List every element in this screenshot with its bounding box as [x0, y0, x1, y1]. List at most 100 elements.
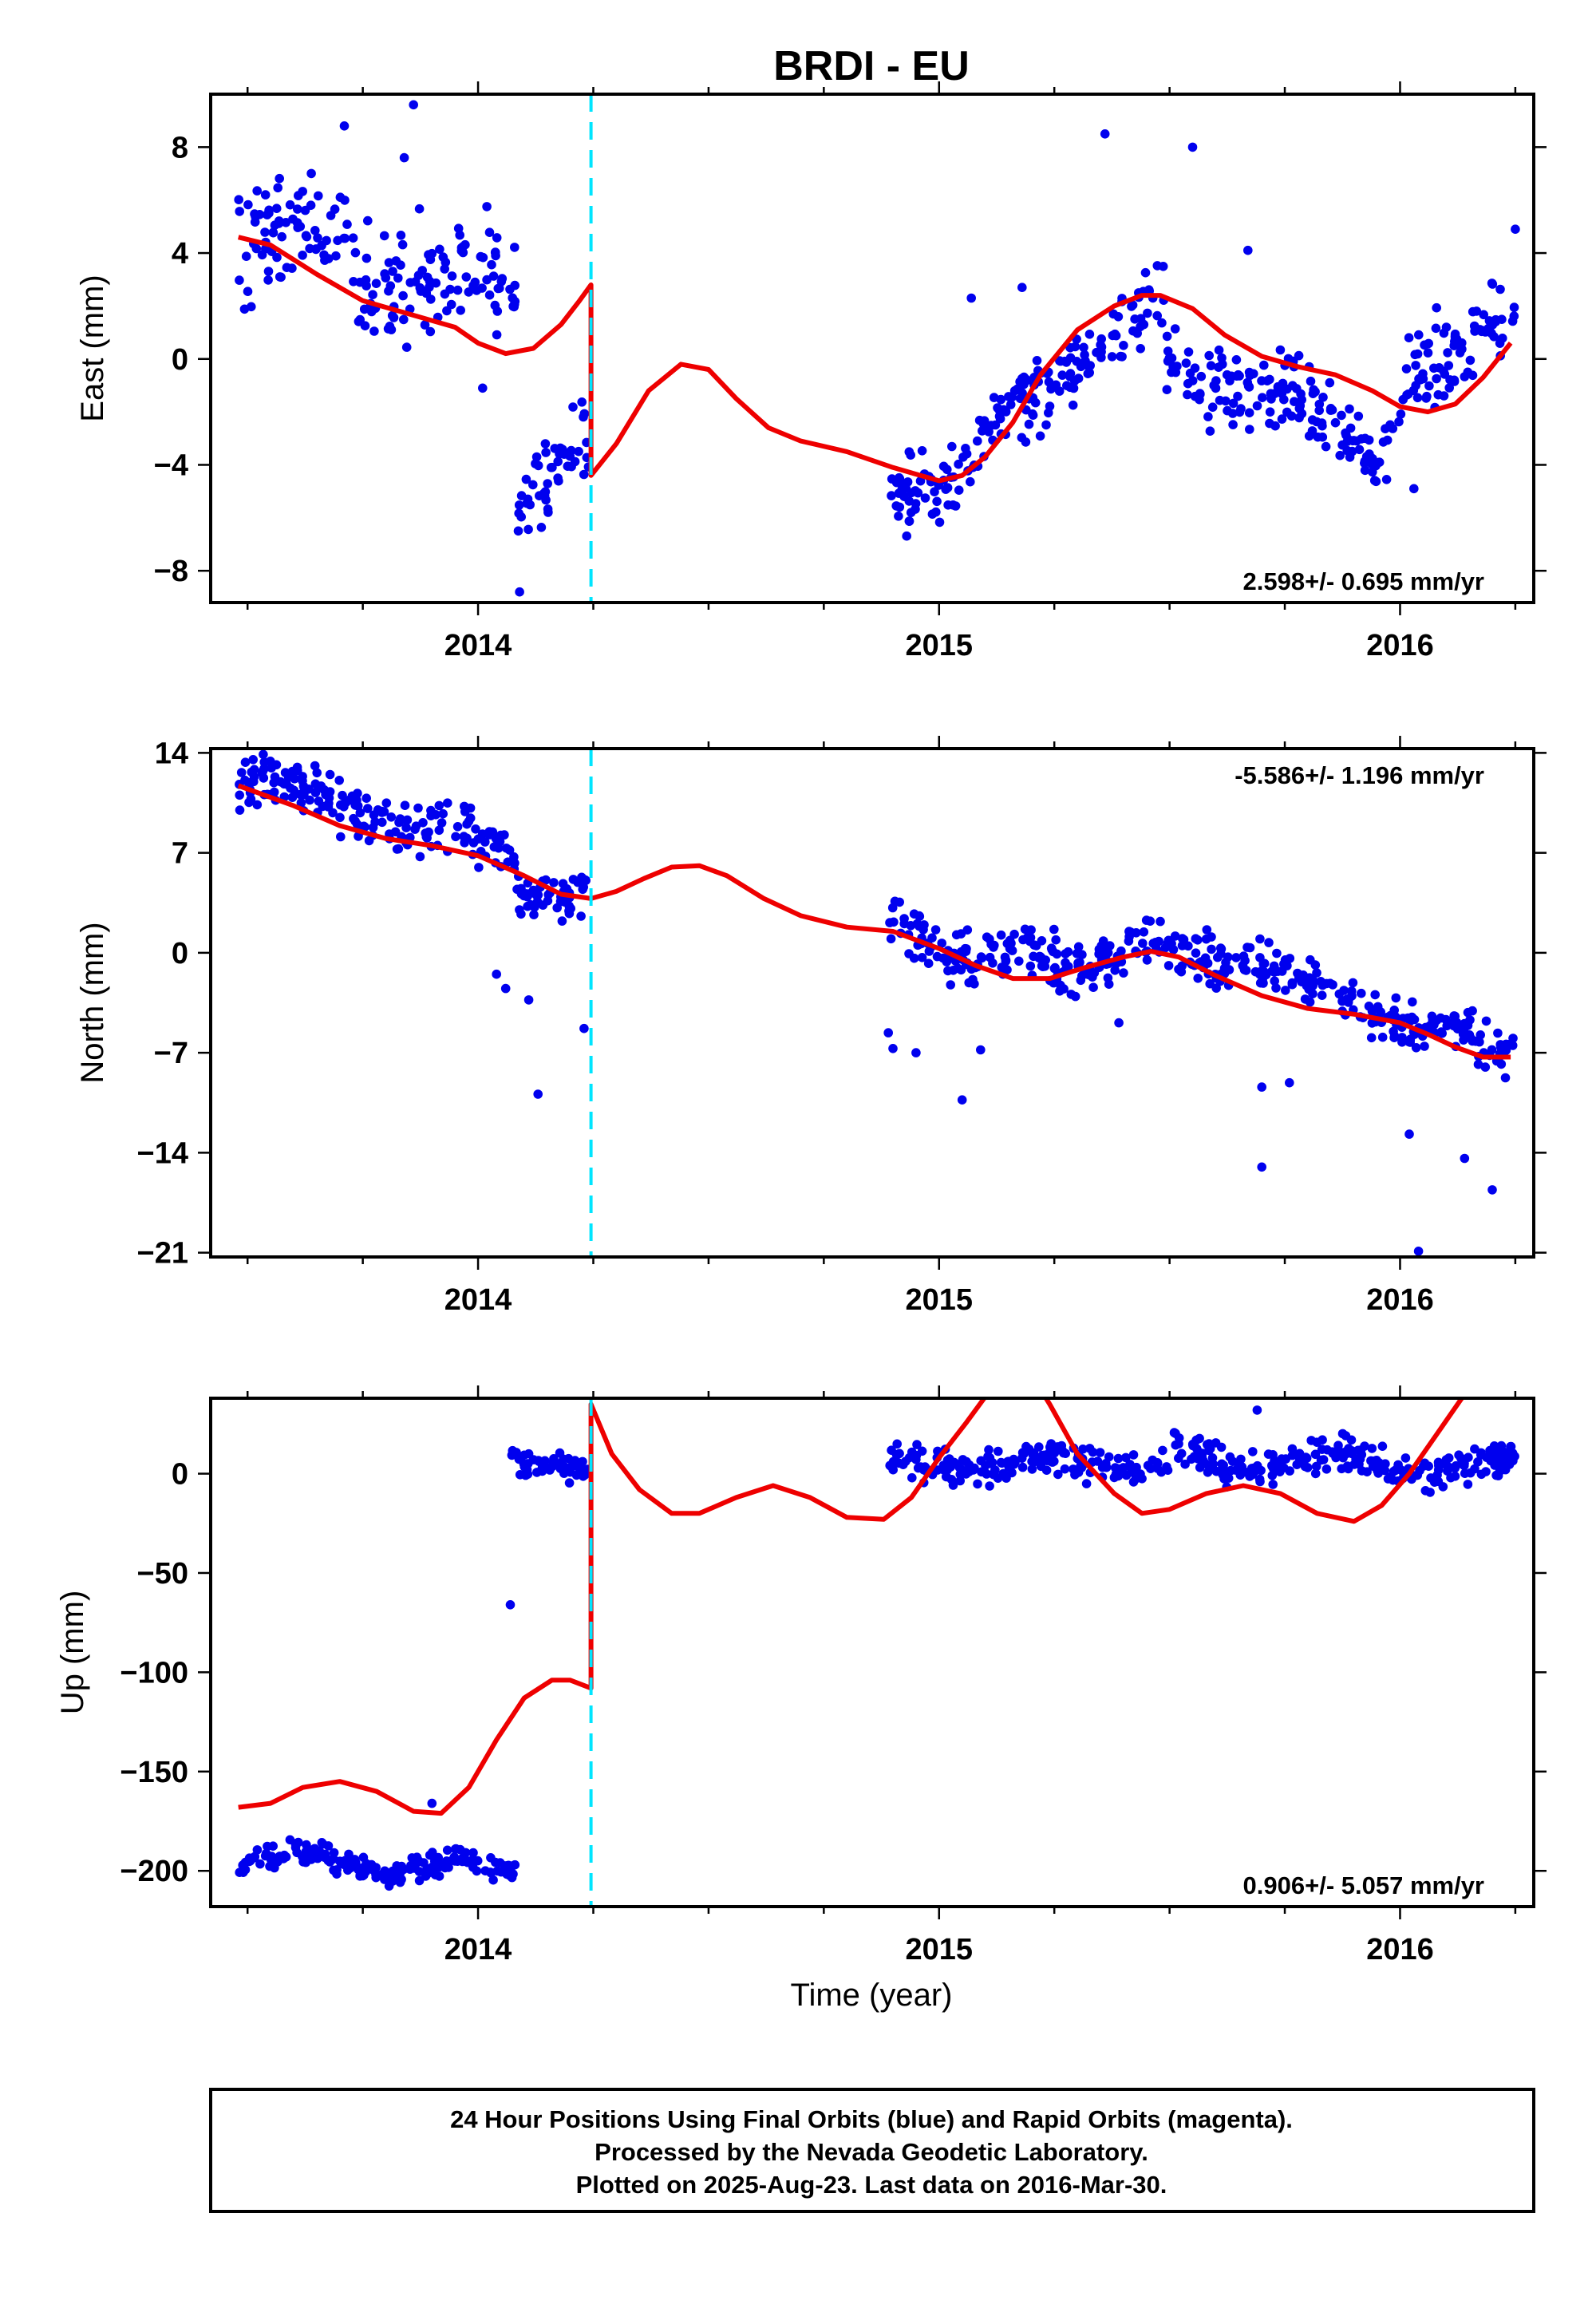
data-point: [301, 231, 311, 241]
data-point: [482, 202, 492, 211]
data-point: [1328, 1448, 1337, 1458]
data-point: [969, 1465, 978, 1475]
data-point: [468, 1848, 478, 1858]
data-point: [987, 1457, 998, 1468]
y-tick-label: −100: [120, 1656, 188, 1690]
data-point: [554, 476, 563, 486]
data-point: [1288, 381, 1298, 391]
data-point: [1312, 968, 1321, 978]
data-point: [235, 275, 244, 285]
data-point: [476, 251, 486, 262]
data-point: [1128, 300, 1138, 310]
data-point: [275, 272, 285, 282]
data-point: [1279, 394, 1289, 405]
data-point: [360, 1864, 370, 1874]
data-point: [331, 251, 341, 261]
data-point: [238, 1860, 248, 1870]
data-point: [962, 449, 972, 459]
data-point: [1051, 935, 1061, 945]
data-point: [1119, 341, 1128, 350]
data-point: [1294, 404, 1305, 413]
data-point: [540, 1456, 550, 1466]
data-point: [523, 901, 532, 911]
data-point: [1314, 405, 1324, 416]
data-point: [250, 209, 259, 219]
data-point: [490, 300, 500, 310]
data-point: [306, 168, 316, 179]
panel-up: 2014 2015 2016 −200 −150 −100 −50 0 Up (mm) 0.906…: [55, 1385, 1547, 1966]
data-point: [1368, 467, 1377, 477]
data-point: [1255, 934, 1265, 944]
data-point: [1214, 345, 1224, 355]
x-tick-label: 2014: [444, 629, 512, 662]
data-point: [396, 231, 406, 240]
data-point: [1244, 408, 1254, 417]
data-point: [385, 281, 396, 291]
data-point: [934, 517, 945, 528]
data-point: [1207, 402, 1218, 412]
data-point-outlier: [883, 1028, 893, 1037]
data-point: [1139, 319, 1149, 330]
data-point: [941, 1472, 951, 1482]
data-point: [1124, 936, 1134, 946]
data-point: [1180, 1459, 1190, 1469]
data-point: [468, 838, 479, 848]
data-point: [1408, 385, 1419, 396]
data-point: [1444, 1453, 1454, 1463]
data-point: [258, 766, 268, 776]
data-point: [391, 1871, 401, 1882]
data-point: [1158, 262, 1168, 271]
data-point: [931, 507, 941, 517]
data-point: [1443, 348, 1452, 358]
data-point-outlier: [1511, 224, 1520, 235]
data-point: [949, 1457, 959, 1468]
data-point: [440, 257, 451, 267]
data-point: [1472, 306, 1482, 316]
model-fit-line: [237, 235, 1513, 484]
y-tick-label: 14: [155, 737, 188, 770]
data-point: [305, 795, 314, 805]
data-point: [1460, 1458, 1469, 1468]
data-point: [1468, 370, 1478, 381]
data-point: [1128, 1450, 1139, 1460]
data-point: [1302, 1463, 1313, 1472]
data-point: [1017, 433, 1027, 443]
data-point: [1049, 924, 1059, 935]
data-point: [502, 1869, 512, 1879]
data-point: [472, 1866, 482, 1876]
panel-east: 2014 2015 2016 −8 −4 0 4 8 East (mm) 2.598+/- 0.6…: [75, 81, 1547, 662]
data-point-outlier: [339, 121, 350, 131]
data-point: [1203, 1468, 1213, 1477]
data-point: [1463, 1480, 1473, 1489]
data-point: [486, 1868, 496, 1878]
data-point: [1060, 1464, 1070, 1474]
data-point: [1231, 355, 1242, 365]
data-point: [933, 1465, 942, 1475]
data-point: [435, 244, 444, 255]
data-point: [1497, 314, 1507, 325]
data-point: [465, 813, 476, 823]
data-point: [336, 800, 346, 810]
data-point: [354, 1864, 363, 1875]
data-point: [543, 479, 552, 488]
data-point: [425, 326, 436, 337]
data-point: [329, 1865, 338, 1875]
data-point: [1444, 361, 1454, 370]
caption-line-2: Processed by the Nevada Geodetic Laborat…: [595, 2138, 1148, 2166]
data-point: [285, 200, 295, 210]
data-point-outlier: [911, 1048, 921, 1057]
data-point: [1110, 966, 1120, 975]
data-point: [1032, 356, 1042, 366]
data-point: [902, 531, 911, 541]
data-point: [1501, 1039, 1511, 1049]
data-point: [1475, 1037, 1484, 1047]
data-point: [1223, 1473, 1234, 1483]
data-point: [294, 191, 303, 200]
data-point: [1248, 1447, 1258, 1456]
data-point: [1081, 1479, 1092, 1488]
data-point: [504, 845, 515, 855]
data-point: [368, 290, 377, 300]
data-point: [310, 226, 320, 235]
data-point: [350, 247, 361, 258]
data-point: [399, 314, 409, 325]
